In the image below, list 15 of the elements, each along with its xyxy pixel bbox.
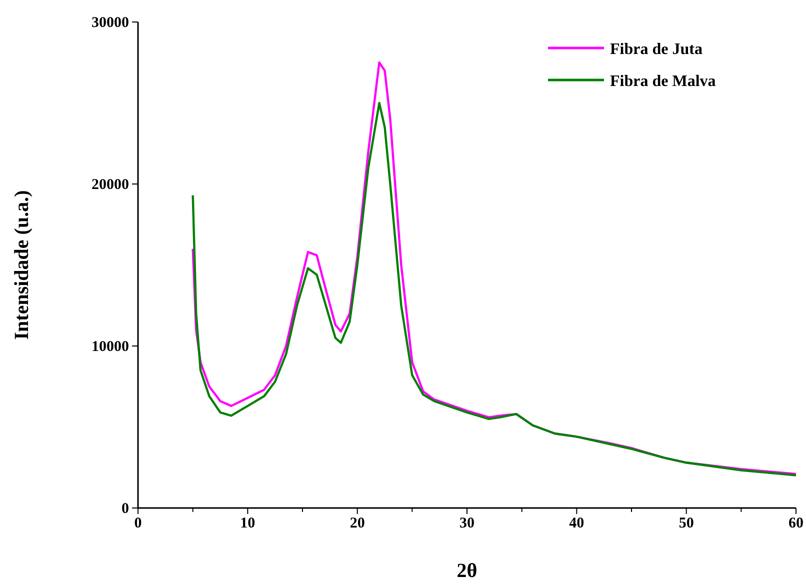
y-tick-label: 20000 bbox=[92, 176, 129, 193]
y-axis-title: Intensidade (u.a.) bbox=[11, 190, 33, 340]
x-tick-label: 60 bbox=[788, 516, 804, 532]
x-tick-label: 40 bbox=[569, 516, 584, 532]
x-tick-label: 0 bbox=[134, 516, 142, 532]
y-tick-label: 0 bbox=[122, 500, 129, 517]
x-tick-label: 50 bbox=[678, 516, 694, 532]
x-tick-label: 30 bbox=[460, 516, 474, 532]
legend-label: Fibra de Malva bbox=[610, 73, 716, 90]
x-tick-label: 20 bbox=[350, 516, 365, 532]
x-axis-title: 2θ bbox=[456, 560, 478, 582]
y-tick-label: 30000 bbox=[92, 14, 129, 31]
x-tick-label: 10 bbox=[240, 516, 256, 532]
y-tick-label: 10000 bbox=[92, 338, 129, 355]
legend-label: Fibra de Juta bbox=[610, 41, 702, 58]
